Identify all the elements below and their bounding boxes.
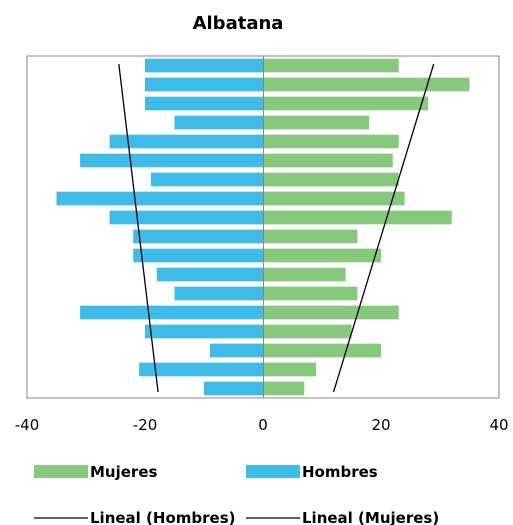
bar-hombres-1 [145, 77, 263, 92]
bar-hombres-16 [139, 362, 263, 377]
bar-mujeres-6 [263, 172, 399, 187]
x-tick-label-4: 40 [489, 416, 508, 434]
bar-hombres-4 [109, 134, 263, 149]
bar-mujeres-9 [263, 229, 358, 244]
bars-group [56, 58, 470, 396]
bar-hombres-15 [209, 343, 263, 358]
x-tick-label-1: -20 [133, 416, 158, 434]
legend-swatch-hombres [246, 465, 300, 478]
bar-hombres-7 [56, 191, 263, 206]
bar-mujeres-12 [263, 286, 358, 301]
trendline-hombres [118, 63, 159, 393]
x-tick-label-3: 20 [371, 416, 390, 434]
bar-hombres-2 [145, 96, 263, 111]
bar-mujeres-4 [263, 134, 399, 149]
legend-label-hombres: Hombres [302, 463, 378, 481]
bar-mujeres-0 [263, 58, 399, 73]
trendlines-group [118, 63, 435, 393]
chart-title: Albatana [193, 13, 284, 34]
bar-mujeres-10 [263, 248, 381, 263]
legend-label-lineal-hombres: Lineal (Hombres) [90, 509, 235, 525]
x-axis-ticks: -40 -20 0 20 40 [15, 416, 509, 434]
bar-hombres-13 [80, 305, 263, 320]
legend: Mujeres Hombres Lineal (Hombres) Lineal … [34, 463, 439, 525]
bar-mujeres-8 [263, 210, 452, 225]
bar-hombres-11 [156, 267, 263, 282]
x-tick-label-2: 0 [258, 416, 268, 434]
bar-mujeres-3 [263, 115, 370, 130]
trendline-mujeres [332, 63, 435, 393]
bar-hombres-3 [174, 115, 263, 130]
bar-mujeres-2 [263, 96, 429, 111]
bar-hombres-6 [150, 172, 263, 187]
bar-mujeres-14 [263, 324, 352, 339]
legend-item-mujeres: Mujeres [34, 463, 157, 481]
bar-mujeres-5 [263, 153, 393, 168]
bar-hombres-14 [145, 324, 263, 339]
bar-mujeres-13 [263, 305, 399, 320]
x-tick-label-0: -40 [15, 416, 40, 434]
legend-label-mujeres: Mujeres [90, 463, 157, 481]
bar-hombres-12 [174, 286, 263, 301]
bar-hombres-10 [133, 248, 263, 263]
legend-label-lineal-mujeres: Lineal (Mujeres) [302, 509, 439, 525]
bar-hombres-5 [80, 153, 263, 168]
bar-mujeres-15 [263, 343, 381, 358]
legend-swatch-mujeres [34, 465, 88, 478]
bar-hombres-8 [109, 210, 263, 225]
bar-mujeres-7 [263, 191, 405, 206]
legend-item-lineal-hombres: Lineal (Hombres) [34, 509, 235, 525]
bar-mujeres-16 [263, 362, 317, 377]
bar-hombres-0 [145, 58, 263, 73]
bar-hombres-9 [133, 229, 263, 244]
legend-item-lineal-mujeres: Lineal (Mujeres) [246, 509, 439, 525]
bar-hombres-17 [204, 381, 263, 396]
bar-mujeres-1 [263, 77, 470, 92]
bar-mujeres-17 [263, 381, 305, 396]
legend-item-hombres: Hombres [246, 463, 378, 481]
bar-mujeres-11 [263, 267, 346, 282]
